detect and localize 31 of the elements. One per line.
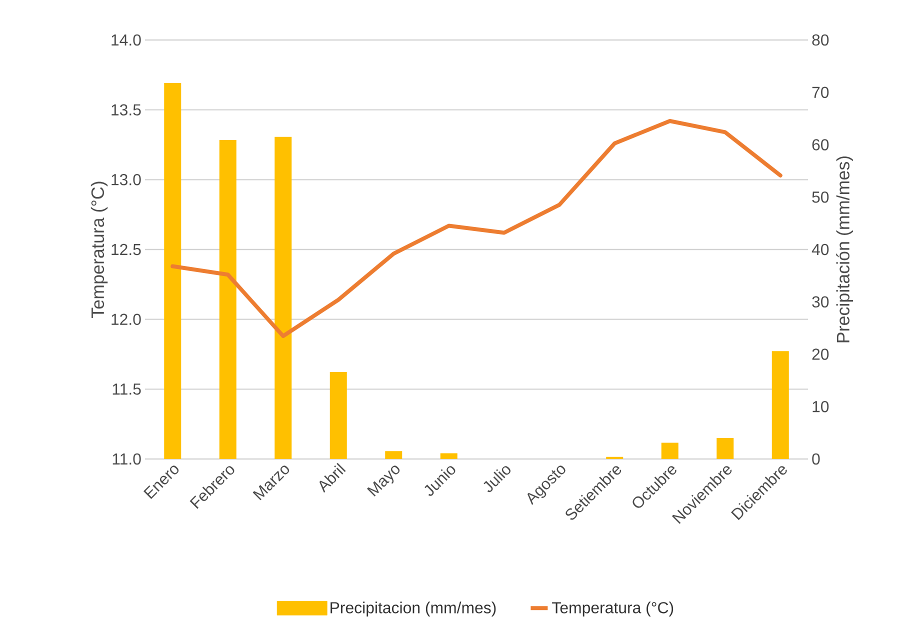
y-axis-title: Temperatura (°C) [90, 182, 108, 318]
y2-axis-title: Precipitación (mm/mes) [836, 156, 854, 342]
bar [385, 451, 402, 459]
y2-tick-label: 0 [812, 453, 820, 465]
bar [440, 453, 458, 459]
y-tick-label: 14.0 [112, 34, 141, 46]
bar [716, 438, 734, 459]
y-tick-label: 13.0 [112, 174, 141, 186]
y2-tick-label: 60 [812, 139, 829, 150]
y-tick-label: 13.5 [112, 104, 141, 116]
y-tick-label: 11.5 [112, 384, 141, 395]
legend-label: Precipitacion (mm/mes) [330, 602, 496, 617]
bar [330, 372, 347, 459]
y2-tick-label: 40 [812, 244, 829, 256]
y2-tick-label: 30 [812, 296, 829, 308]
y-tick-label: 12.5 [112, 244, 141, 256]
y-tick-label: 11.0 [112, 453, 141, 465]
y2-tick-label: 20 [812, 348, 829, 360]
y2-tick-label: 70 [812, 86, 829, 98]
bar [164, 82, 182, 459]
y2-tick-label: 50 [812, 191, 829, 203]
y-tick-label: 12.0 [112, 314, 141, 325]
bar [772, 351, 789, 459]
bar [219, 140, 236, 459]
bar [274, 136, 292, 459]
bar [661, 442, 678, 459]
legend-label: Temperatura (°C) [552, 602, 674, 617]
y2-tick-label: 80 [812, 34, 829, 46]
x-tick-label: Julio [484, 466, 510, 492]
y2-tick-label: 10 [812, 400, 829, 412]
line-series [170, 119, 782, 338]
